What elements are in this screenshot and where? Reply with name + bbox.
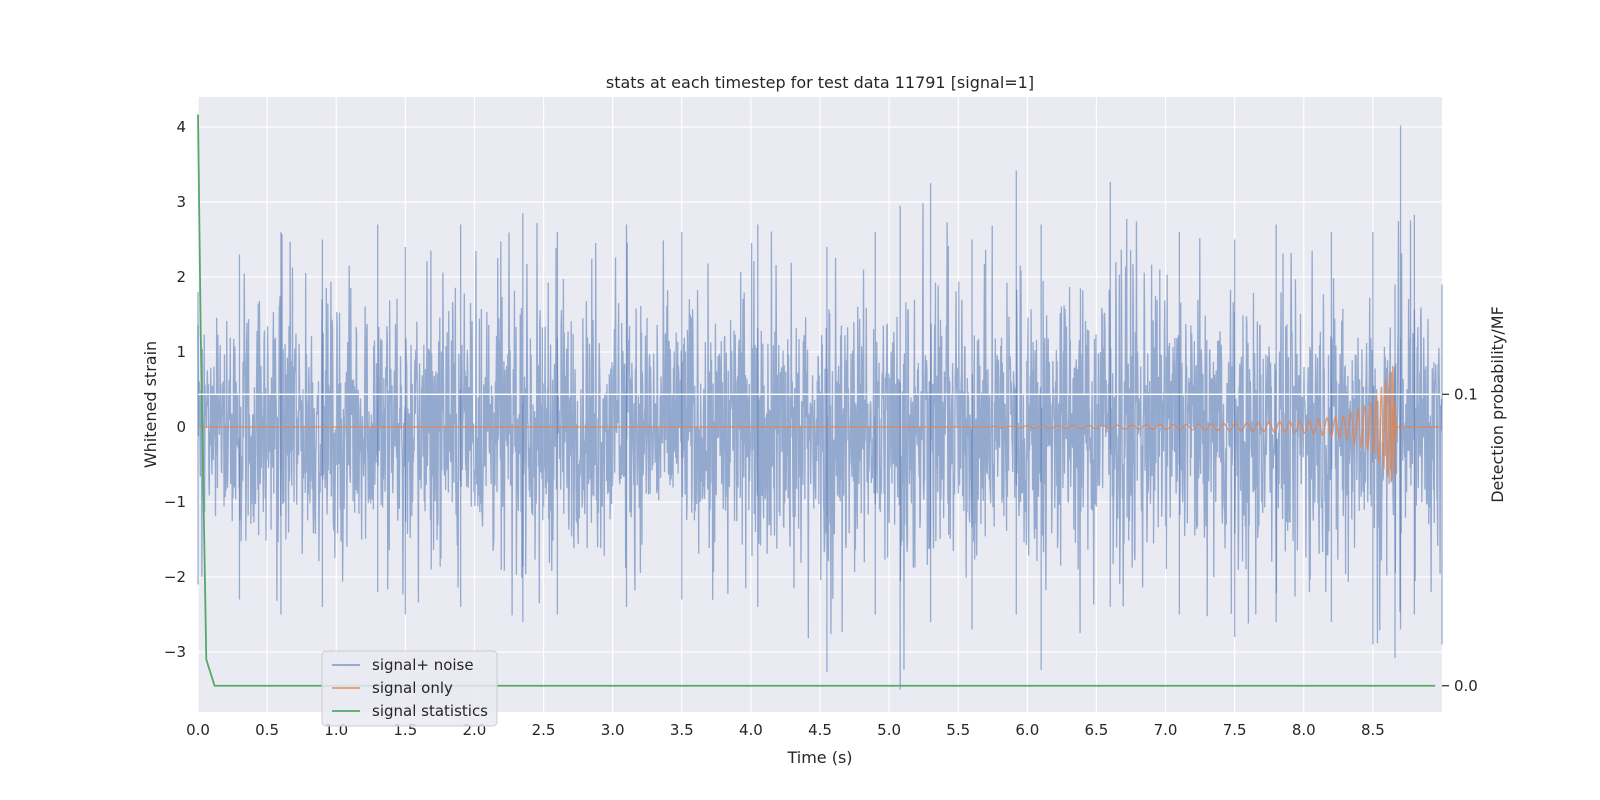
legend-box (321, 650, 498, 727)
x-tick-label: 3.0 (601, 721, 625, 739)
x-tick-label: 4.0 (739, 721, 763, 739)
y-tick-label: −2 (164, 568, 186, 586)
legend-label: signal statistics (372, 702, 488, 720)
x-axis-ticks: 0.0 0.5 1.0 1.5 2.0 2.5 3.0 3.5 4.0 4.5 5.0 5.5 6.0 6… (186, 721, 1385, 739)
y-tick-label: 2 (176, 268, 186, 286)
y-axis-ticks: −3 −2 −1 0 1 2 3 4 (164, 118, 186, 661)
y-tick-label: 4 (176, 118, 186, 136)
x-tick-label: 4.5 (808, 721, 832, 739)
x-tick-label: 8.5 (1361, 721, 1385, 739)
x-tick-label: 5.0 (877, 721, 901, 739)
legend-label: signal+ noise (372, 656, 474, 674)
legend: signal+ noise signal only signal statistic… (321, 650, 498, 727)
x-tick-label: 6.5 (1085, 721, 1109, 739)
right-axis-title: Detection probability/MF (1488, 306, 1507, 503)
y-tick-label: 1 (176, 343, 186, 361)
x-tick-label: 7.0 (1154, 721, 1178, 739)
right-axis-ticks: 0.0 0.1 (1442, 385, 1478, 695)
x-tick-label: 0.0 (186, 721, 210, 739)
y-tick-label: 3 (176, 193, 186, 211)
chart-title: stats at each timestep for test data 117… (606, 73, 1034, 92)
x-tick-label: 0.5 (255, 721, 279, 739)
right-tick-label: 0.1 (1454, 385, 1478, 403)
y-tick-label: −3 (164, 643, 186, 661)
right-tick-label: 0.0 (1454, 677, 1478, 695)
series-signal-only (198, 365, 1442, 483)
x-tick-label: 8.0 (1292, 721, 1316, 739)
y-axis-title: Whitened strain (141, 341, 160, 468)
x-tick-label: 3.5 (670, 721, 694, 739)
x-axis-title: Time (s) (786, 748, 852, 767)
x-tick-label: 7.5 (1223, 721, 1247, 739)
x-tick-label: 6.0 (1015, 721, 1039, 739)
y-tick-label: 0 (176, 418, 186, 436)
series-layer (197, 114, 1443, 690)
series-signal-statistics (197, 114, 1436, 687)
x-tick-label: 5.5 (946, 721, 970, 739)
y-tick-label: −1 (164, 493, 186, 511)
legend-label: signal only (372, 679, 453, 697)
x-tick-label: 2.5 (532, 721, 556, 739)
